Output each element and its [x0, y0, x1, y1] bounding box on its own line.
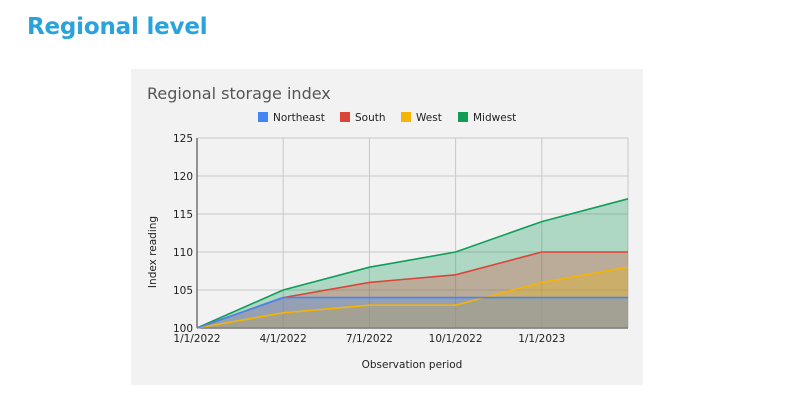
area-northeast	[197, 297, 628, 328]
y-tick-label-125: 125	[173, 133, 193, 145]
y-tick-label-115: 115	[173, 209, 193, 221]
legend-item-west: West	[401, 112, 442, 124]
y-tick-label-105: 105	[173, 285, 193, 297]
legend-swatch-south	[340, 112, 350, 122]
legend-swatch-midwest	[458, 112, 468, 122]
chart-areas	[197, 198, 628, 328]
legend-label-west: West	[416, 112, 442, 124]
storage-index-chart: Regional storage index Northeast South Wes…	[147, 84, 629, 371]
x-tick-label-0: 1/1/2022	[173, 333, 220, 345]
x-tick-label-1: 4/1/2022	[260, 333, 307, 345]
chart-panel: Regional storage index Northeast South Wes…	[131, 69, 643, 385]
line-midwest	[196, 198, 629, 329]
legend-label-midwest: Midwest	[473, 112, 516, 124]
x-axis-ticks: 1/1/2022 4/1/2022 7/1/2022 10/1/2022 1/1/202…	[173, 333, 565, 345]
line-northeast	[196, 296, 628, 329]
chart-legend: Northeast South West Midwest	[258, 112, 516, 124]
legend-item-northeast: Northeast	[258, 112, 325, 124]
legend-item-midwest: Midwest	[458, 112, 516, 124]
legend-swatch-northeast	[258, 112, 268, 122]
y-tick-label-120: 120	[173, 171, 193, 183]
x-tick-label-2: 7/1/2022	[346, 333, 393, 345]
y-tick-label-100: 100	[173, 323, 193, 335]
page-heading: Regional level	[27, 14, 208, 40]
x-axis-title: Observation period	[362, 359, 463, 371]
legend-label-northeast: Northeast	[273, 112, 325, 124]
x-tick-label-4: 1/1/2023	[518, 333, 565, 345]
y-axis-title: Index reading	[147, 216, 159, 288]
area-west	[197, 267, 628, 328]
chart-title: Regional storage index	[147, 84, 331, 103]
area-south	[197, 252, 628, 328]
chart-grid	[196, 137, 629, 329]
legend-swatch-west	[401, 112, 411, 122]
chart-lines	[196, 198, 629, 329]
x-tick-label-3: 10/1/2022	[429, 333, 483, 345]
area-midwest	[197, 198, 628, 328]
legend-item-south: South	[340, 112, 386, 124]
y-tick-label-110: 110	[173, 247, 193, 259]
legend-label-south: South	[355, 112, 386, 124]
line-west	[196, 266, 629, 329]
y-axis-ticks: 100 105 110 115 120 125	[173, 133, 193, 335]
